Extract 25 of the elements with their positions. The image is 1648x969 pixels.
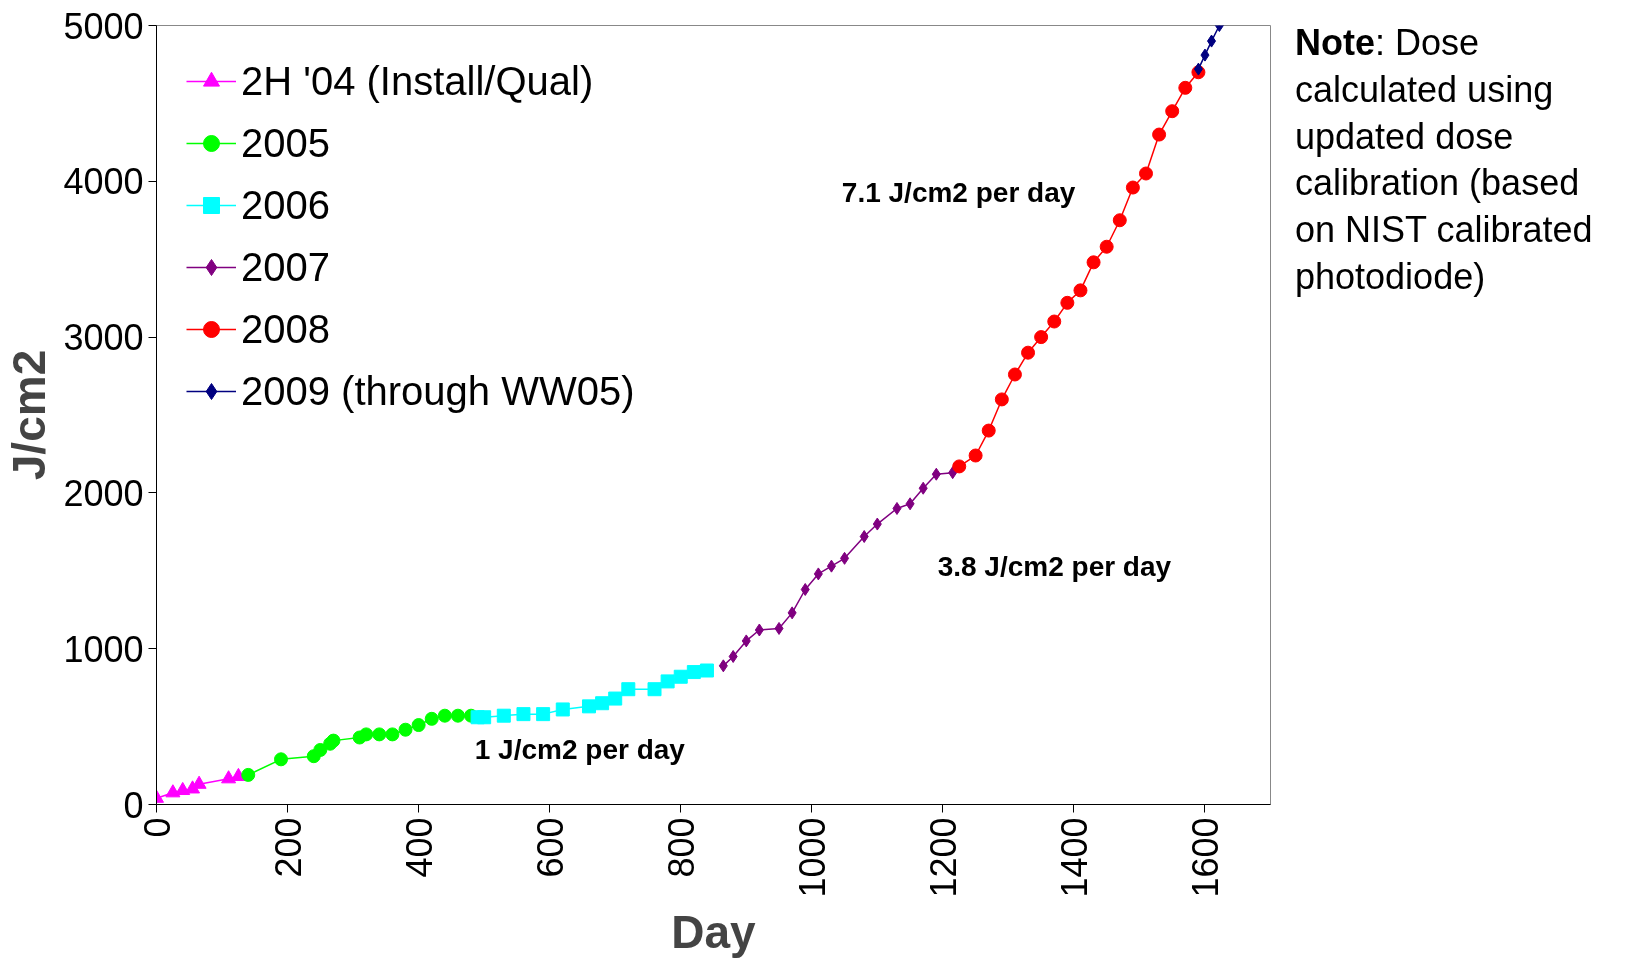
y-tick-label: 2000 — [63, 472, 144, 514]
x-tick-label: 1000 — [791, 817, 833, 898]
annotation: 1 J/cm2 per day — [474, 734, 686, 766]
legend-label: 2008 — [241, 305, 330, 353]
x-axis-title: Day — [671, 905, 757, 958]
x-tick-label: 800 — [660, 817, 702, 878]
legend-label: 2009 (through WW05) — [241, 367, 635, 415]
y-tick-label: 4000 — [63, 161, 144, 203]
annotation: 3.8 J/cm2 per day — [937, 550, 1172, 582]
x-tick-label: 400 — [398, 817, 440, 878]
annotation: 7.1 J/cm2 per day — [841, 176, 1076, 208]
y-tick-label: 5000 — [63, 5, 144, 47]
x-tick-label: 1600 — [1184, 817, 1226, 898]
x-tick-label: 1400 — [1053, 817, 1095, 898]
legend-label: 2H '04 (Install/Qual) — [241, 57, 594, 105]
text: Note: Dose calculated using updated dose calibration (based on NIST calibrated photodiode) — [1295, 21, 1594, 299]
x-tick-label: 600 — [529, 817, 571, 878]
y-axis-title: J/cm2 — [3, 349, 56, 481]
y-tick-label: 1000 — [63, 628, 144, 670]
y-tick-label: 3000 — [63, 317, 144, 359]
x-tick-label: 1200 — [922, 817, 964, 898]
legend-label: 2005 — [241, 119, 330, 167]
legend-label: 2006 — [241, 181, 330, 229]
legend-label: 2007 — [241, 243, 330, 291]
x-tick-label: 200 — [267, 817, 309, 878]
